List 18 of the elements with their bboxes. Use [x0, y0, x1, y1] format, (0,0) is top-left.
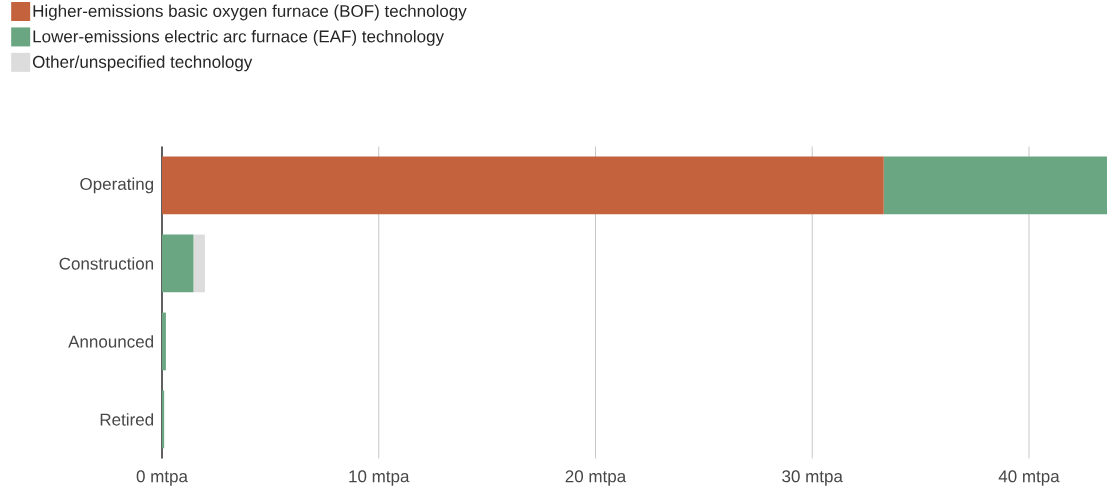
bar: [193, 234, 205, 293]
bar: [162, 312, 166, 371]
x-tick-label: 20 mtpa: [565, 470, 627, 486]
bar: [883, 156, 1107, 215]
bar: [162, 390, 165, 449]
legend-label: Other/unspecified technology: [32, 55, 253, 72]
x-tick-label: 0 mtpa: [136, 470, 188, 486]
x-tick-label: 30 mtpa: [782, 470, 843, 486]
bar: [162, 156, 884, 215]
bar: [162, 234, 194, 293]
legend-label: Lower-emissions electric arc furnace (EAF) technology: [33, 29, 444, 46]
y-tick-label: Retired: [100, 412, 154, 426]
legend-label: Higher-emissions basic oxygen furnace (BOF) technology: [33, 4, 467, 21]
y-tick-label: Operating: [80, 177, 154, 194]
x-tick-label: 40 mtpa: [998, 470, 1060, 486]
x-tick-label: 10 mtpa: [349, 470, 410, 486]
y-tick-label: Construction: [59, 256, 154, 270]
y-tick-label: Announced: [68, 334, 154, 348]
